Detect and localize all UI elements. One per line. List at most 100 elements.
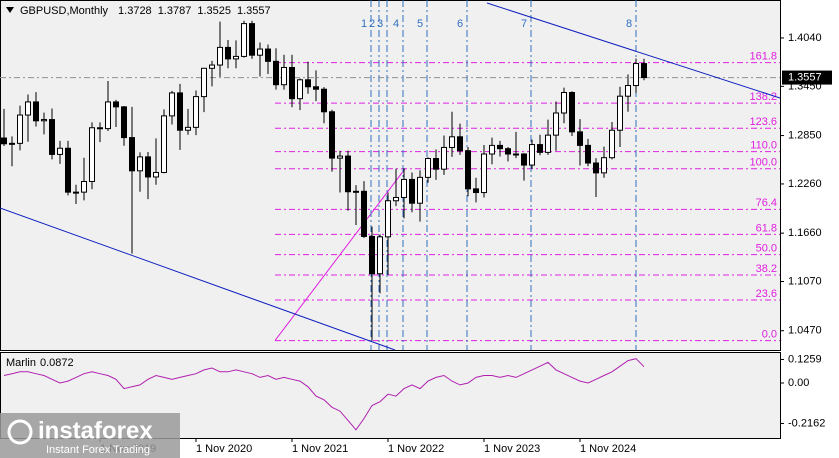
- x-tick-label: 1 Nov 2021: [292, 443, 348, 455]
- candle-body: [17, 114, 23, 144]
- candle-body: [641, 63, 647, 79]
- candle-body: [153, 171, 159, 178]
- candle-body: [601, 157, 607, 174]
- fibo-label: 50.0: [756, 243, 777, 255]
- candle-body: [321, 88, 327, 113]
- candle-body: [377, 236, 383, 275]
- candle-body: [105, 101, 111, 130]
- watermark-tagline: Instant Forex Trading: [46, 444, 150, 456]
- candle-body: [257, 48, 263, 56]
- candle-body: [209, 64, 215, 69]
- high: 1.3787: [158, 5, 192, 17]
- indicator-tick-label: 0.1259: [788, 353, 822, 365]
- candle-body: [369, 235, 375, 275]
- marks: 0.0 23.6 38.2 50.0 61.8 76.4 100.0 110.0 123.6 13…: [0, 0, 780, 431]
- price-tag-label: 1.3557: [788, 71, 822, 83]
- candle-body: [297, 79, 303, 100]
- y-tick-label: 1.2850: [788, 129, 822, 141]
- y-tick-label: 1.2260: [788, 178, 822, 190]
- candle-body: [337, 155, 343, 159]
- candle-body: [201, 67, 207, 98]
- open: 1.3728: [118, 5, 152, 17]
- candle-body: [121, 106, 127, 139]
- candle-body: [65, 147, 71, 193]
- candle-body: [129, 137, 135, 172]
- candle-body: [489, 144, 495, 155]
- candle-body: [425, 158, 431, 178]
- indicator-name: Marlin: [6, 357, 36, 369]
- candle-body: [481, 153, 487, 194]
- time-marker-label: 1: [361, 18, 367, 30]
- chart-header: GBPUSD,Monthly 1.3728 1.3787 1.3525 1.3557: [20, 5, 271, 17]
- candle-body: [569, 92, 575, 133]
- y-tick-label: 1.1660: [788, 227, 822, 239]
- candle-body: [193, 96, 199, 128]
- y-tick-label: 1.0470: [788, 325, 822, 337]
- y-tick-label: 1.4040: [788, 32, 822, 44]
- chart-title: GBPUSD,Monthly: [20, 5, 109, 17]
- fibo-label: 161.8: [749, 51, 777, 63]
- candle-body: [417, 176, 423, 204]
- indicator-value: 0.0872: [40, 357, 74, 369]
- price-tag: [782, 70, 832, 85]
- x-tick-label: 1 Nov 2022: [388, 443, 444, 455]
- candle-body: [561, 92, 567, 114]
- candle-body: [553, 112, 559, 136]
- candle-body: [393, 196, 399, 202]
- candle-body: [289, 66, 295, 100]
- candle-body: [617, 95, 623, 131]
- logo-icon: [7, 419, 33, 445]
- candle-body: [593, 162, 599, 174]
- candle-body: [329, 111, 335, 159]
- time-marker-label: 4: [393, 18, 399, 30]
- candle-body: [441, 146, 447, 170]
- y-tick-label: 1.1070: [788, 275, 822, 287]
- fibo-label: 38.2: [756, 263, 777, 275]
- candle-body: [353, 190, 359, 193]
- candle-body: [577, 131, 583, 146]
- candle-body: [57, 147, 63, 155]
- fibo-label: 76.4: [756, 197, 777, 209]
- fibo-label: 100.0: [749, 157, 777, 169]
- candle-body: [305, 79, 311, 88]
- candle-body: [81, 180, 87, 193]
- candle-body: [25, 101, 31, 116]
- time-marker-label: 6: [457, 18, 463, 30]
- x-tick-label: 1 Nov 2023: [484, 443, 540, 455]
- menu-arrow[interactable]: [6, 7, 14, 13]
- candle-body: [505, 148, 511, 155]
- candle-body: [273, 60, 279, 86]
- indicator-tick-label: -0.2162: [788, 417, 825, 429]
- fibo-label: 138.2: [749, 91, 777, 103]
- time-marker-label: 8: [626, 18, 632, 30]
- candle-body: [233, 55, 239, 60]
- low: 1.3525: [197, 5, 231, 17]
- fibo-label: 61.8: [756, 222, 777, 234]
- candle-body: [225, 46, 231, 60]
- x-tick-label: 1 Nov 2020: [196, 443, 252, 455]
- candle-body: [185, 126, 191, 131]
- candle-body: [465, 150, 471, 190]
- candle-body: [585, 144, 591, 164]
- candle-body: [281, 66, 287, 86]
- candle-body: [545, 134, 551, 153]
- time-marker-label: 7: [521, 18, 527, 30]
- candle-body: [497, 144, 503, 150]
- fibo-label: 23.6: [756, 288, 777, 300]
- candle-body: [609, 129, 615, 159]
- candle-body: [217, 46, 223, 66]
- candle-body: [137, 156, 143, 172]
- candle-body: [409, 178, 415, 204]
- trend-line: [486, 2, 781, 99]
- candle-body: [361, 190, 367, 237]
- candle-body: [169, 92, 175, 117]
- candle-body: [113, 101, 119, 108]
- candle-body: [537, 144, 543, 153]
- candle-body: [33, 101, 39, 122]
- candle-body: [401, 178, 407, 198]
- candle-body: [177, 92, 183, 131]
- candle-body: [73, 191, 79, 194]
- fibo-label: 0.0: [762, 328, 777, 340]
